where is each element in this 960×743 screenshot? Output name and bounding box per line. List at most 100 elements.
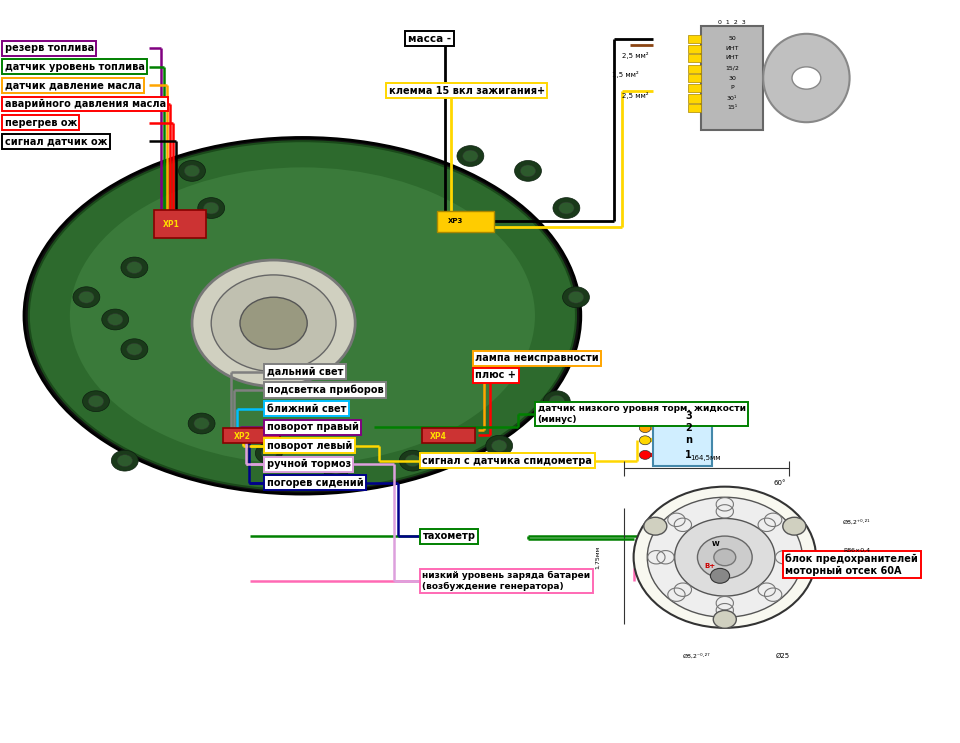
FancyBboxPatch shape [688,74,701,82]
Circle shape [83,391,109,412]
Text: датчик давление масла: датчик давление масла [5,80,141,91]
Circle shape [204,202,219,214]
Circle shape [127,262,142,273]
Circle shape [486,435,513,456]
Text: 50: 50 [728,36,736,41]
Circle shape [515,160,541,181]
Ellipse shape [70,167,535,464]
Circle shape [405,455,420,467]
Text: резерв топлива: резерв топлива [5,43,94,53]
Text: сигнал датчик ож: сигнал датчик ож [5,136,108,146]
Circle shape [697,536,753,578]
Text: ИНТ: ИНТ [726,46,738,51]
Text: W: W [711,541,719,547]
Text: масса -: масса - [408,33,451,44]
Circle shape [194,418,209,429]
FancyBboxPatch shape [223,428,280,443]
Text: ИНТ: ИНТ [726,56,738,60]
Circle shape [211,275,336,372]
Text: 2: 2 [685,423,692,433]
Circle shape [492,440,507,452]
FancyBboxPatch shape [688,65,701,73]
Circle shape [255,443,282,464]
FancyBboxPatch shape [422,428,475,443]
Text: аварийного давления масла: аварийного давления масла [5,99,166,109]
FancyBboxPatch shape [688,35,701,43]
FancyBboxPatch shape [154,210,206,238]
Circle shape [184,165,200,177]
Text: XP1: XP1 [162,220,180,229]
Circle shape [457,146,484,166]
Text: низкий уровень заряда батареи
(возбуждение генератора): низкий уровень заряда батареи (возбужден… [422,571,590,591]
Text: XP4: XP4 [430,432,447,441]
Text: 1,75мм: 1,75мм [595,545,600,569]
Text: ручной тормоз: ручной тормоз [267,459,351,470]
Text: дальний свет: дальний свет [267,366,344,377]
FancyBboxPatch shape [688,94,701,103]
Circle shape [108,314,123,325]
Circle shape [792,67,821,89]
Circle shape [639,436,651,445]
Circle shape [179,160,205,181]
FancyBboxPatch shape [688,54,701,62]
Circle shape [713,611,736,629]
Text: 15¹: 15¹ [727,106,737,110]
FancyBboxPatch shape [437,211,494,232]
Text: 30¹: 30¹ [727,96,737,100]
Circle shape [634,487,816,628]
Circle shape [553,198,580,218]
Circle shape [782,517,805,535]
Circle shape [88,395,104,407]
Circle shape [639,450,651,459]
Circle shape [675,519,775,596]
Circle shape [549,395,564,407]
Text: сигнал с датчика спидометра: сигнал с датчика спидометра [422,455,592,466]
Text: блок предохранителей
моторный отсек 60А: блок предохранителей моторный отсек 60А [785,554,918,576]
Circle shape [192,260,355,386]
Ellipse shape [24,137,581,494]
Text: 164,5мм: 164,5мм [690,455,721,461]
Text: B+: B+ [705,563,716,569]
Circle shape [198,198,225,218]
Text: 1,5 мм²: 1,5 мм² [612,71,639,78]
Text: Р: Р [731,85,733,90]
FancyBboxPatch shape [653,405,712,466]
Circle shape [710,568,730,583]
Circle shape [127,343,142,355]
Text: 2,5 мм²: 2,5 мм² [622,91,649,99]
Circle shape [121,257,148,278]
Text: подсветка приборов: подсветка приборов [267,385,384,395]
Text: погорев сидений: погорев сидений [267,478,364,488]
Text: Ø8,2⁻⁰·²⁷: Ø8,2⁻⁰·²⁷ [683,653,709,659]
Circle shape [121,339,148,360]
Circle shape [102,309,129,330]
Text: 2,5 мм²: 2,5 мм² [622,52,649,59]
Circle shape [399,450,426,471]
Text: тахометр: тахометр [422,531,475,542]
FancyBboxPatch shape [688,104,701,112]
Ellipse shape [29,141,576,490]
Text: перегрев ож: перегрев ож [5,117,77,128]
Circle shape [463,150,478,162]
Text: n: n [685,435,692,445]
Text: клемма 15 вкл зажигания+: клемма 15 вкл зажигания+ [389,85,545,96]
Circle shape [111,450,138,471]
FancyBboxPatch shape [701,26,763,130]
Circle shape [543,391,570,412]
Circle shape [563,287,589,308]
Text: XP3: XP3 [448,218,464,224]
Circle shape [328,462,344,474]
Circle shape [644,517,667,535]
Text: Ø8,2⁺⁰·²¹: Ø8,2⁺⁰·²¹ [843,519,871,525]
Text: поворот левый: поворот левый [267,441,352,451]
Text: ближний свет: ближний свет [267,403,347,414]
Text: плюс +: плюс + [475,370,516,380]
Circle shape [559,202,574,214]
Circle shape [73,287,100,308]
Text: 3: 3 [685,411,692,421]
Circle shape [79,291,94,303]
Circle shape [520,165,536,177]
Circle shape [647,497,803,617]
Text: датчик низкого уровня торм. жидкости
(минус): датчик низкого уровня торм. жидкости (ми… [538,404,746,424]
Circle shape [639,412,651,421]
